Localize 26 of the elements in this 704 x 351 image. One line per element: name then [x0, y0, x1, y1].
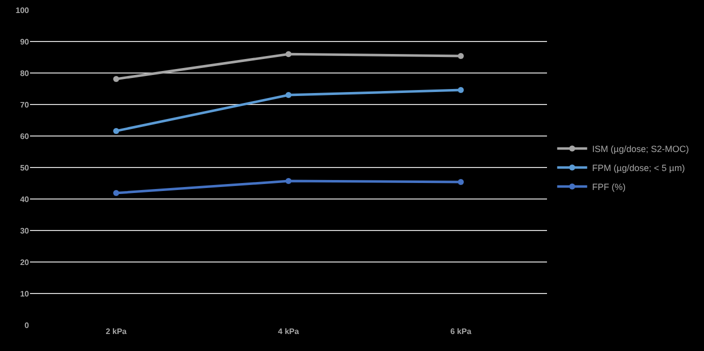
y-tick-label: 80: [20, 68, 30, 78]
legend-label: ISM (µg/dose; S2-MOC): [592, 144, 689, 154]
x-tick-label: 6 kPa: [450, 327, 472, 336]
y-tick-label: 30: [20, 226, 30, 236]
y-tick-label: 10: [20, 289, 30, 298]
point: [458, 178, 464, 185]
y-tick-label: 100: [16, 6, 30, 15]
y-tick-label: 60: [20, 132, 30, 141]
y-tick-label: 90: [20, 37, 30, 46]
y-tick-label: 40: [20, 194, 30, 204]
y-tick-label: 50: [20, 163, 30, 172]
point: [113, 128, 120, 134]
point: [286, 92, 292, 98]
point: [286, 178, 292, 184]
y-tick-label: 20: [20, 258, 30, 267]
x-tick-label: 2 kPa: [106, 327, 128, 336]
legend-label: FPM (µg/dose; < 5 µm): [592, 163, 685, 174]
x-tick-label: 4 kPa: [278, 327, 300, 336]
y-tick-label: 0: [24, 320, 30, 330]
point: [286, 51, 292, 58]
legend-label: FPF (%): [592, 182, 626, 192]
point: [458, 52, 464, 59]
y-tick-label: 70: [20, 100, 30, 110]
point: [113, 190, 120, 196]
point: [458, 87, 464, 94]
point: [113, 76, 120, 82]
